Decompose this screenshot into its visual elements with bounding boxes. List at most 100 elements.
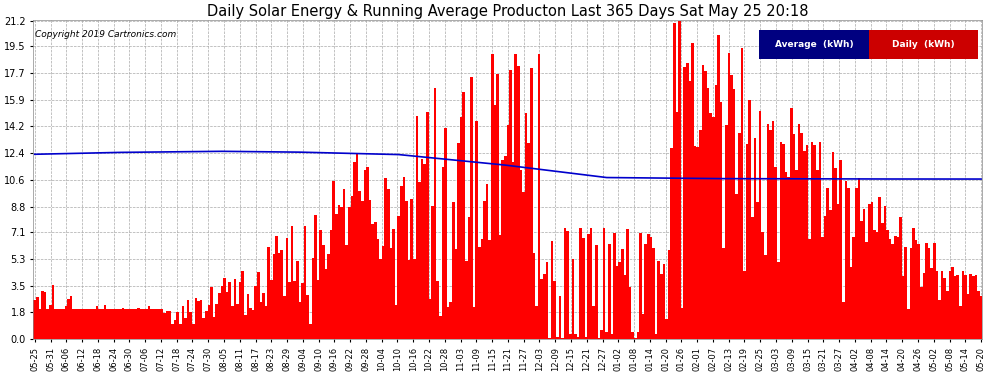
Bar <box>155 309 158 339</box>
Bar <box>753 138 756 339</box>
Bar <box>933 243 936 339</box>
Bar <box>275 236 278 339</box>
Bar <box>803 151 806 339</box>
Bar <box>548 338 550 339</box>
Bar <box>491 54 494 339</box>
Bar <box>936 272 939 339</box>
Bar <box>629 287 632 339</box>
Bar <box>579 228 582 339</box>
Bar <box>390 248 392 339</box>
Bar <box>647 234 649 339</box>
Bar <box>496 74 499 339</box>
Bar <box>288 282 291 339</box>
Bar <box>777 262 779 339</box>
Bar <box>959 306 961 339</box>
Bar <box>939 300 940 339</box>
Bar <box>457 142 459 339</box>
Bar <box>98 309 101 339</box>
Bar <box>525 113 528 339</box>
Bar <box>553 280 556 339</box>
Bar <box>197 301 200 339</box>
Bar <box>343 189 346 339</box>
Bar <box>387 189 390 339</box>
Bar <box>192 324 195 339</box>
Bar <box>569 334 571 339</box>
Bar <box>280 250 283 339</box>
Bar <box>226 292 229 339</box>
Bar <box>855 188 857 339</box>
Bar <box>574 334 577 339</box>
Bar <box>886 230 889 339</box>
Bar <box>341 207 343 339</box>
Bar <box>668 250 670 339</box>
Bar <box>218 293 221 339</box>
Bar <box>533 253 536 339</box>
Bar <box>166 311 168 339</box>
Bar <box>616 266 619 339</box>
Bar <box>244 315 247 339</box>
Bar <box>873 230 876 339</box>
Bar <box>897 237 899 339</box>
Bar <box>293 281 296 339</box>
Bar <box>587 234 590 339</box>
Bar <box>835 168 837 339</box>
Bar <box>296 261 299 339</box>
Bar <box>85 309 88 339</box>
Bar <box>832 152 835 339</box>
Bar <box>758 111 761 339</box>
Bar <box>689 81 691 339</box>
Text: Copyright 2019 Cartronics.com: Copyright 2019 Cartronics.com <box>36 30 176 39</box>
Bar <box>543 274 545 339</box>
Bar <box>257 272 259 339</box>
Bar <box>980 296 982 339</box>
Bar <box>432 206 434 339</box>
Bar <box>528 143 530 339</box>
Bar <box>787 177 790 339</box>
Bar <box>837 204 840 339</box>
Bar <box>517 66 520 339</box>
Bar <box>434 88 437 339</box>
Bar <box>515 54 517 339</box>
Bar <box>745 144 748 339</box>
FancyBboxPatch shape <box>759 30 868 58</box>
Bar <box>446 307 449 339</box>
Bar <box>702 64 704 339</box>
Bar <box>272 254 275 339</box>
Bar <box>361 201 363 339</box>
Bar <box>174 320 176 339</box>
Bar <box>860 221 863 339</box>
Bar <box>366 167 369 339</box>
Bar <box>720 102 723 339</box>
Bar <box>291 226 293 339</box>
Bar <box>902 276 905 339</box>
Bar <box>205 310 208 339</box>
Bar <box>712 117 715 339</box>
Bar <box>550 241 553 339</box>
Bar <box>728 53 731 339</box>
Bar <box>509 70 512 339</box>
Bar <box>613 234 616 339</box>
Bar <box>694 146 696 339</box>
Bar <box>264 306 267 339</box>
Bar <box>39 309 42 339</box>
Bar <box>717 34 720 339</box>
Bar <box>741 48 743 339</box>
Bar <box>127 309 130 339</box>
Bar <box>234 279 237 339</box>
Bar <box>413 259 416 339</box>
Bar <box>400 186 403 339</box>
Bar <box>840 160 842 339</box>
Bar <box>140 309 143 339</box>
Bar <box>696 147 699 339</box>
Bar <box>143 309 146 339</box>
Bar <box>507 125 509 339</box>
Bar <box>926 243 928 339</box>
Bar <box>223 278 226 339</box>
Bar <box>736 194 738 339</box>
Bar <box>374 222 376 339</box>
Bar <box>790 108 793 339</box>
Bar <box>774 167 777 339</box>
Bar <box>320 230 322 339</box>
Bar <box>585 337 587 339</box>
Bar <box>545 262 548 339</box>
